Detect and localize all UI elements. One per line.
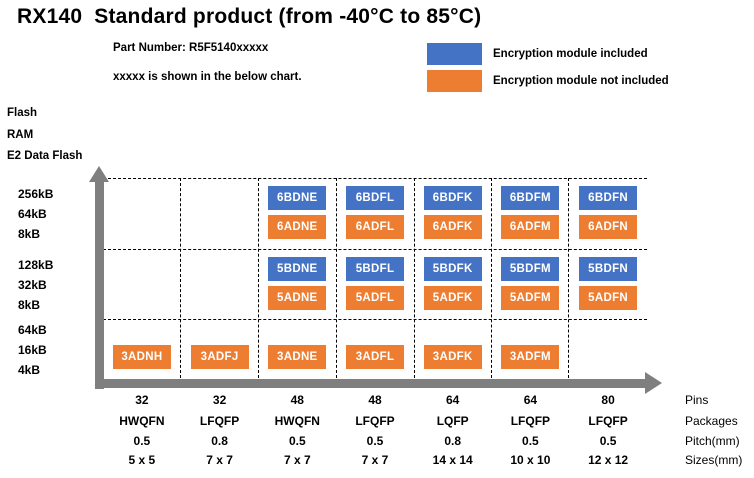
legend-label-encryption-not-included: Encryption module not included	[493, 75, 669, 87]
part-box-6bdfl: 6BDFL	[346, 186, 404, 210]
axis-row-label-pins: Pins	[685, 393, 709, 407]
legend-swatch-encryption-included	[427, 43, 482, 65]
axis-value-sizes-mm: 12 x 12	[588, 453, 629, 467]
memory-size-label: 256kB	[18, 187, 54, 201]
part-box-3adfj: 3ADFJ	[190, 345, 249, 369]
note-label: xxxxx is shown in the below chart.	[113, 71, 302, 83]
memory-size-label: 8kB	[18, 227, 41, 241]
part-box-6bdfm: 6BDFM	[501, 186, 560, 210]
axis-value-sizes-mm: 5 x 5	[128, 453, 156, 467]
axis-value-packages: LFQFP	[199, 414, 240, 428]
axis-row-label-packages: Packages	[685, 414, 738, 428]
x-axis-arrow-head	[645, 372, 662, 394]
part-box-3adfk: 3ADFK	[423, 345, 482, 369]
axis-value-pins: 32	[212, 393, 227, 407]
axis-value-pins: 48	[368, 393, 382, 407]
part-box-3adfl: 3ADFL	[346, 345, 404, 369]
y-axis-header: Flash RAM E2 Data Flash	[7, 103, 82, 168]
axis-row-label-pitch-mm: Pitch(mm)	[685, 434, 740, 448]
grid-line-vertical	[180, 178, 181, 378]
part-box-6bdfk: 6BDFK	[423, 186, 482, 210]
axis-value-packages: HWQFN	[119, 414, 165, 428]
grid-line-horizontal	[103, 319, 647, 320]
part-box-3adne: 3ADNE	[268, 345, 327, 369]
y-axis-header-flash: Flash	[7, 107, 38, 119]
part-box-6bdfn: 6BDFN	[579, 186, 638, 210]
axis-value-sizes-mm: 7 x 7	[361, 453, 389, 467]
axis-value-pitch-mm: 0.5	[133, 434, 151, 448]
y-axis-arrow-head	[89, 166, 109, 182]
plot-area	[103, 178, 647, 378]
part-box-5adfk: 5ADFK	[423, 286, 482, 310]
part-box-5bdfl: 5BDFL	[346, 257, 404, 281]
grid-line-vertical	[336, 178, 337, 378]
axis-value-packages: LFQFP	[588, 414, 628, 428]
axis-value-sizes-mm: 14 x 14	[432, 453, 473, 467]
legend-item-encryption-included: Encryption module included	[427, 43, 669, 65]
part-box-5adfl: 5ADFL	[346, 286, 404, 310]
part-box-5bdfk: 5BDFK	[423, 257, 482, 281]
part-box-6bdne: 6BDNE	[268, 186, 327, 210]
grid-line-horizontal	[103, 178, 647, 179]
axis-value-pins: 64	[523, 393, 538, 407]
axis-value-sizes-mm: 7 x 7	[283, 453, 311, 467]
memory-size-label: 4kB	[18, 363, 41, 377]
axis-value-pins: 48	[290, 393, 304, 407]
memory-size-label: 32kB	[18, 278, 47, 292]
part-box-5adfm: 5ADFM	[501, 286, 560, 310]
memory-size-label: 128kB	[18, 258, 54, 272]
part-box-5adfn: 5ADFN	[579, 286, 638, 310]
memory-size-label: 64kB	[18, 207, 47, 221]
memory-group-label-2: 128kB 32kB 8kB	[18, 255, 53, 315]
axis-value-pitch-mm: 0.8	[444, 434, 462, 448]
axis-value-pitch-mm: 0.5	[522, 434, 539, 448]
grid-line-vertical	[414, 178, 415, 378]
memory-size-label: 16kB	[18, 343, 47, 357]
axis-value-pins: 64	[446, 393, 460, 407]
axis-value-pitch-mm: 0.5	[288, 434, 306, 448]
grid-line-vertical	[568, 178, 569, 378]
memory-group-label-1: 256kB 64kB 8kB	[18, 184, 53, 244]
axis-value-pitch-mm: 0.5	[366, 434, 384, 448]
axis-value-packages: HWQFN	[274, 414, 320, 428]
legend-item-encryption-not-included: Encryption module not included	[427, 70, 669, 92]
y-axis-header-ram: RAM	[7, 128, 34, 141]
part-box-5bdne: 5BDNE	[268, 257, 327, 281]
x-axis-arrow-shaft	[95, 379, 645, 388]
part-box-5bdfm: 5BDFM	[501, 257, 560, 281]
axis-value-pitch-mm: 0.5	[599, 434, 617, 448]
part-box-6adfl: 6ADFL	[346, 215, 404, 239]
grid-line-horizontal	[103, 249, 647, 250]
part-number-label: Part Number: R5F5140xxxxx	[113, 42, 269, 54]
axis-value-pins: 32	[135, 393, 149, 407]
y-axis-arrow-shaft	[95, 181, 104, 389]
memory-size-label: 8kB	[18, 298, 41, 312]
y-axis-header-e2-data-flash: E2 Data Flash	[7, 150, 83, 162]
memory-size-label: 64kB	[18, 323, 47, 337]
axis-value-pitch-mm: 0.8	[211, 434, 228, 448]
axis-value-packages: LFQFP	[510, 414, 551, 428]
axis-value-packages: LFQFP	[355, 414, 395, 428]
legend-swatch-encryption-not-included	[427, 70, 482, 92]
grid-line-vertical	[258, 178, 259, 378]
legend: Encryption module included Encryption mo…	[427, 43, 669, 97]
grid-line-vertical	[491, 178, 492, 378]
part-box-5bdfn: 5BDFN	[579, 257, 638, 281]
part-box-3adfm: 3ADFM	[501, 345, 560, 369]
legend-label-encryption-included: Encryption module included	[493, 48, 648, 60]
part-box-6adne: 6ADNE	[268, 215, 327, 239]
axis-row-label-sizes-mm: Sizes(mm)	[685, 453, 743, 467]
page-title: RX140 Standard product (from -40°C to 85…	[17, 5, 482, 28]
part-box-3adnh: 3ADNH	[112, 345, 171, 369]
axis-value-packages: LQFP	[436, 414, 469, 428]
axis-value-pins: 80	[601, 393, 615, 407]
part-box-6adfk: 6ADFK	[423, 215, 482, 239]
axis-value-sizes-mm: 10 x 10	[510, 453, 551, 467]
axis-value-sizes-mm: 7 x 7	[206, 453, 233, 467]
part-box-6adfm: 6ADFM	[501, 215, 560, 239]
part-box-5adne: 5ADNE	[268, 286, 327, 310]
part-box-6adfn: 6ADFN	[579, 215, 638, 239]
memory-group-label-3: 64kB 16kB 4kB	[18, 320, 47, 380]
